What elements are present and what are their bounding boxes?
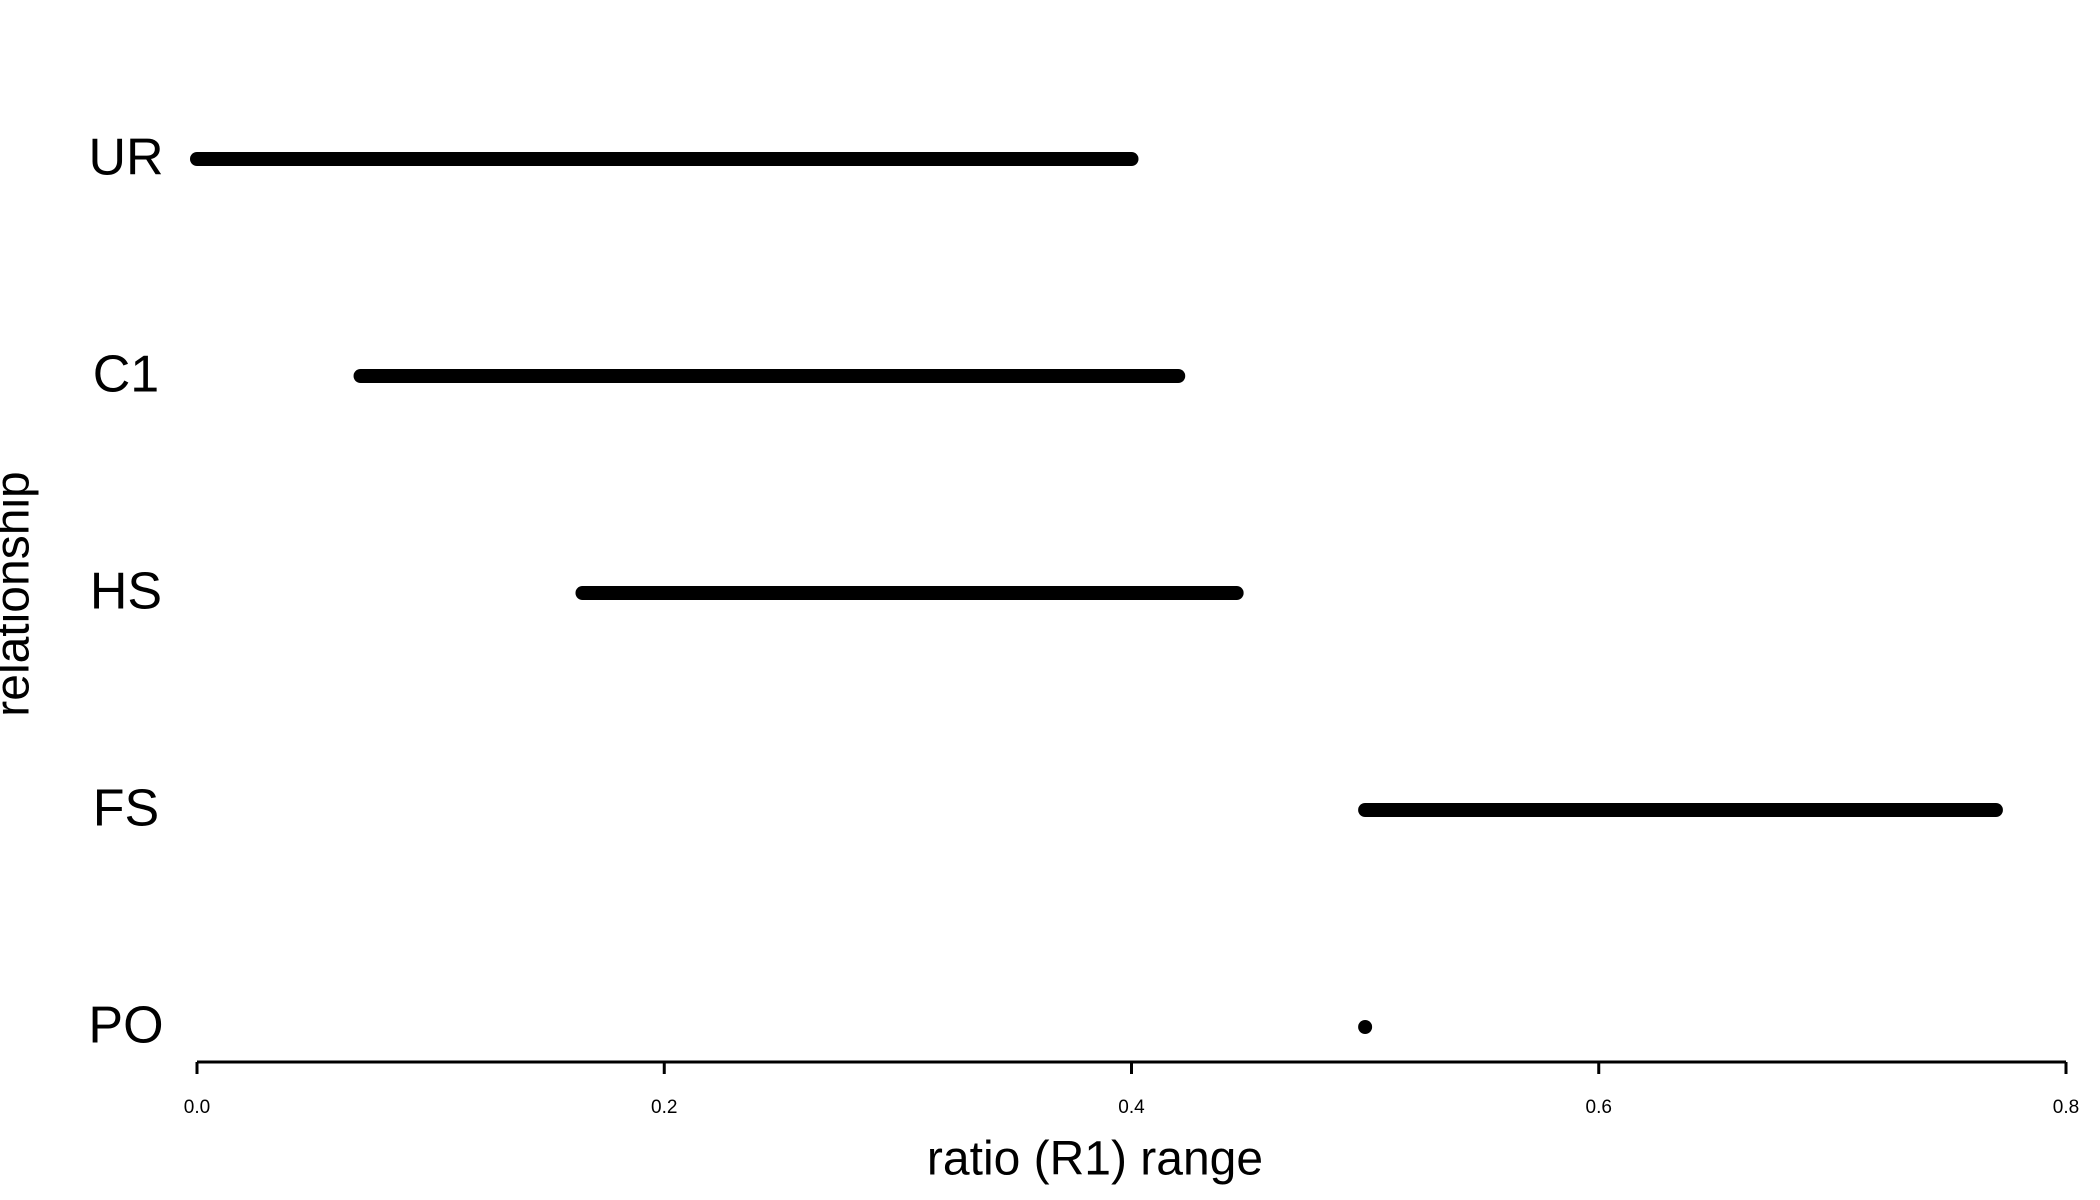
x-tick-label: 0.2: [651, 1097, 677, 1118]
x-tick-label: 0.4: [1118, 1097, 1145, 1118]
y-tick-label: FS: [93, 780, 159, 838]
y-axis-title: relationship: [0, 471, 40, 716]
x-tick-label: 0.8: [2053, 1097, 2079, 1118]
range-point: [1358, 1020, 1373, 1034]
x-tick-label: 0.0: [184, 1097, 210, 1118]
x-axis-title: ratio (R1) range: [927, 1133, 1263, 1186]
y-tick-label: C1: [93, 346, 159, 404]
x-tick-label: 0.6: [1586, 1097, 1612, 1118]
y-tick-label: HS: [90, 563, 162, 621]
y-tick-label: PO: [88, 997, 163, 1055]
y-tick-label: UR: [88, 129, 163, 187]
